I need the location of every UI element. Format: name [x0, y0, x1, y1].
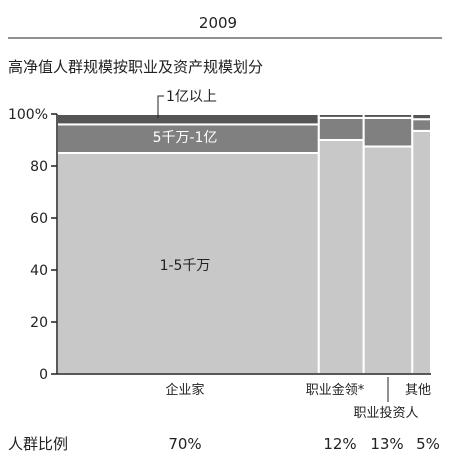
series-label: 5千万-1亿 — [153, 130, 218, 146]
y-tick-label: 80 — [30, 159, 48, 175]
bar-segment — [411, 118, 432, 132]
x-category-label: 其他 — [405, 383, 431, 398]
x-category-label: 职业投资人 — [353, 405, 418, 421]
bar-segment — [362, 116, 414, 148]
bar-segment — [317, 113, 365, 119]
series-label: 1-5千万 — [160, 258, 211, 274]
share-row-label: 人群比例 — [8, 435, 68, 453]
x-category-label: 企业家 — [165, 382, 204, 398]
category-share-value: 12% — [323, 435, 356, 453]
series-leader-line — [157, 95, 164, 118]
y-tick-label: 40 — [30, 263, 48, 279]
y-axis: 0 20 40 60 80 100% — [8, 107, 431, 383]
category-share-labels: 70% 12% 13% 5% — [168, 435, 440, 453]
series-label: 1亿以上 — [166, 89, 217, 105]
y-tick-label: 0 — [39, 367, 48, 383]
x-category-label: 职业金领* — [306, 382, 365, 398]
bar-segment — [56, 113, 320, 126]
series-labels: 1-5千万 5千万-1亿 1亿以上 — [153, 89, 218, 274]
bar-segment — [362, 113, 414, 119]
bar-segment — [411, 129, 432, 375]
x-category-labels: 企业家 职业金领* 职业投资人 其他 — [165, 377, 431, 421]
bar-segment — [362, 145, 414, 375]
chart-header: 2009 — [199, 14, 237, 32]
chart-title: 高净值人群规模按职业及资产规模划分 — [8, 58, 263, 76]
y-tick-label: 60 — [30, 211, 48, 227]
plot-area — [56, 113, 432, 375]
category-share-value: 70% — [168, 435, 201, 453]
bar-segment — [411, 113, 432, 121]
bar-segment — [317, 139, 365, 375]
category-share-value: 13% — [370, 435, 403, 453]
y-tick-label: 20 — [30, 315, 48, 331]
category-share-value: 5% — [416, 435, 440, 453]
bar-segment — [317, 116, 365, 142]
y-tick-label: 100% — [8, 107, 48, 123]
